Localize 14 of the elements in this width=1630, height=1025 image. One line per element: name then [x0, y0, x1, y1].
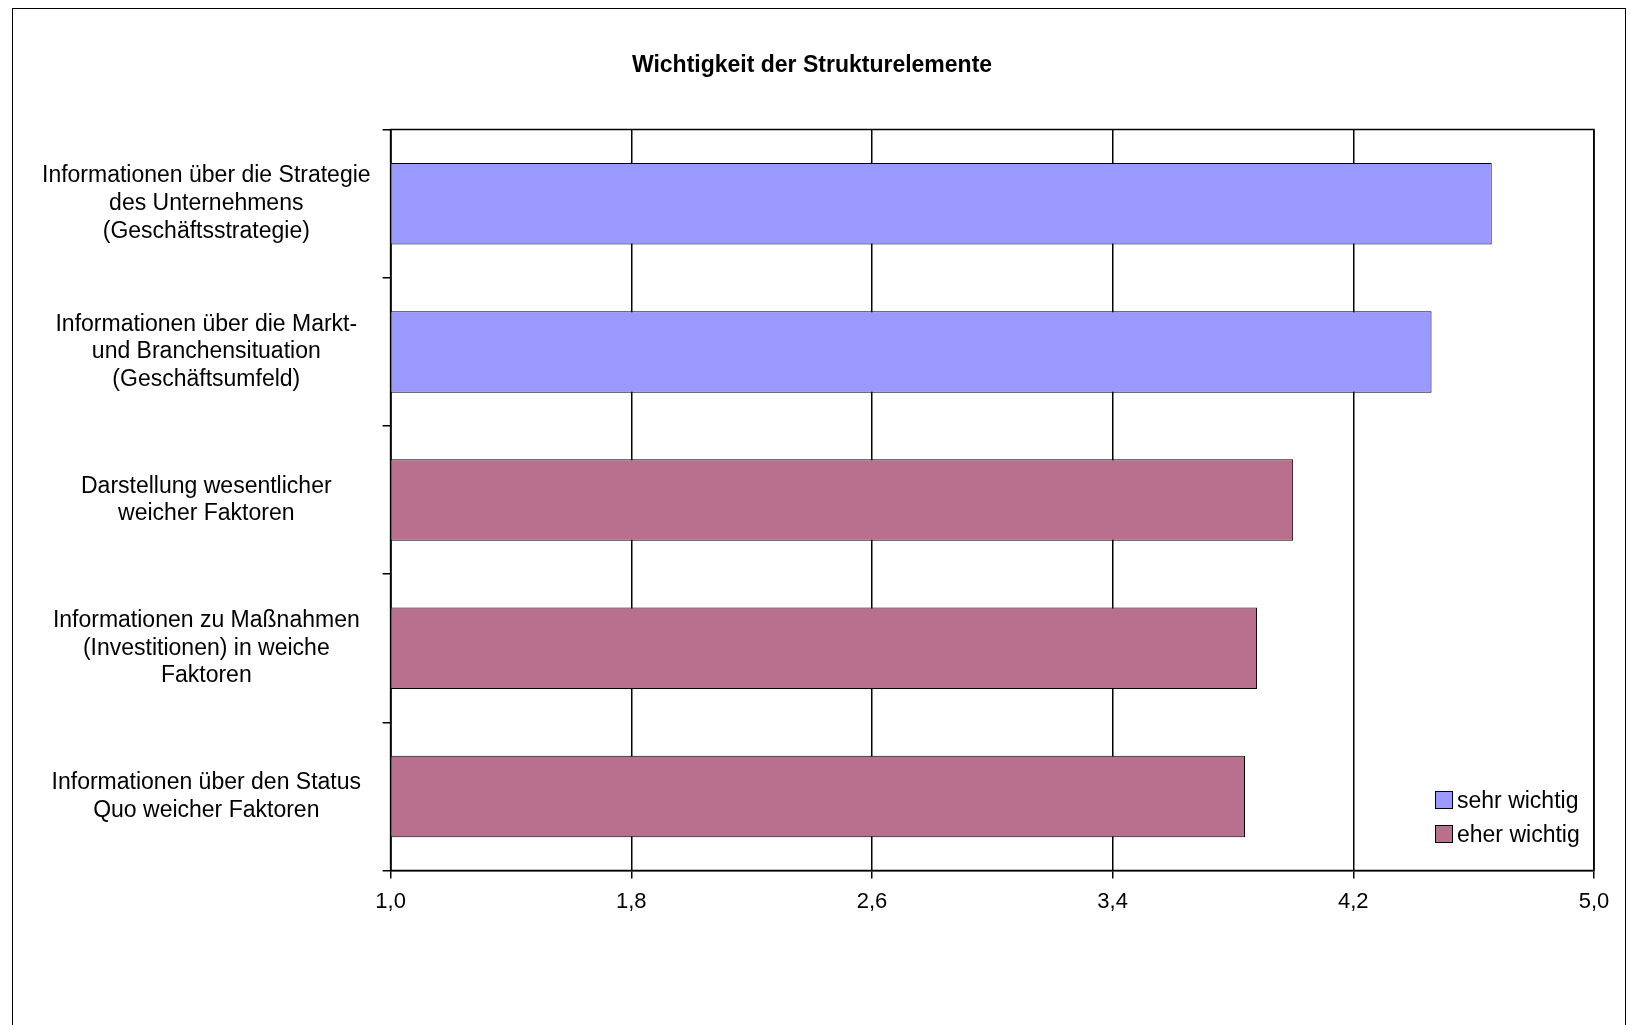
y-tick-label: Informationen über den Status Quo weicher Faktoren — [51, 768, 362, 822]
legend-label: sehr wichtig — [1456, 785, 1580, 815]
x-tick-label: 5,0 — [1578, 887, 1610, 913]
y-tick-label: Darstellung wesentlicher weicher Faktoren — [81, 471, 332, 526]
y-tick-label: Informationen über die Strategie des Unternehmens (Geschäftsstrategie) — [42, 161, 371, 243]
x-tick-label: 3,4 — [1097, 887, 1128, 913]
x-tick-label: 1,0 — [375, 887, 406, 913]
x-tick-label: 4,2 — [1338, 887, 1369, 913]
legend-label: eher wichtig — [1456, 819, 1580, 849]
y-tick-label: Informationen über die Markt- und Branchensituation (Geschäftsumfeld) — [55, 309, 358, 391]
x-tick-label: 2,6 — [856, 887, 888, 913]
x-tick-label: 1,8 — [615, 887, 647, 913]
chart-title: Wichtigkeit der Strukturelemente — [631, 51, 993, 78]
y-tick-label: Informationen zu Maßnahmen (Investitionen) in weiche Faktoren — [52, 606, 360, 688]
